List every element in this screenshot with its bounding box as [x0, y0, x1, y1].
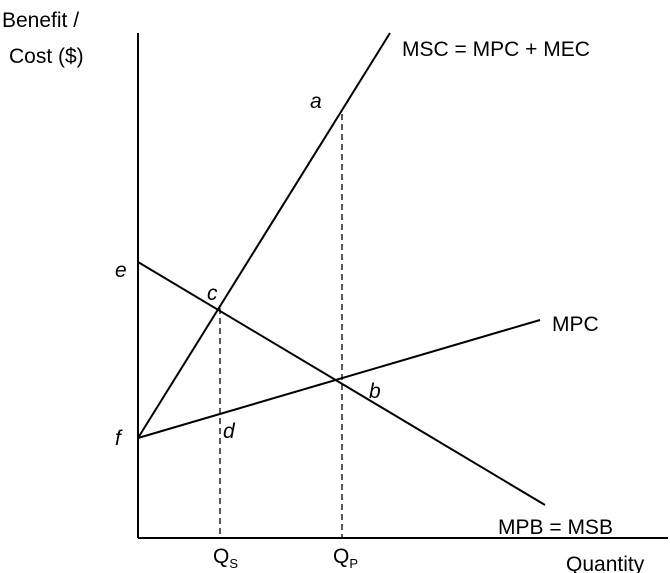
qs-main: Q: [213, 545, 229, 568]
qp-main: Q: [333, 545, 349, 568]
qp-label: QP: [333, 545, 358, 571]
point-f-label: f: [115, 427, 123, 450]
mpb-label: MPB = MSB: [498, 516, 613, 539]
point-a-label: a: [310, 90, 322, 113]
qs-subscript: S: [229, 556, 238, 571]
mpc-curve: [137, 319, 541, 439]
msc-label: MSC = MPC + MEC: [402, 38, 590, 61]
y-axis-label-line1: Benefit /: [2, 9, 79, 32]
x-axis-label: Quantity: [566, 553, 645, 573]
msc-curve: [137, 32, 391, 439]
point-d-label: d: [223, 420, 236, 443]
mpb-curve: [137, 261, 546, 506]
point-c-label: c: [207, 282, 218, 305]
qp-subscript: P: [349, 556, 358, 571]
mpc-label: MPC: [552, 313, 599, 336]
y-axis-label-line2: Cost ($): [9, 45, 84, 68]
qs-label: QS: [213, 545, 238, 571]
point-b-label: b: [369, 380, 381, 403]
point-e-label: e: [115, 259, 127, 282]
